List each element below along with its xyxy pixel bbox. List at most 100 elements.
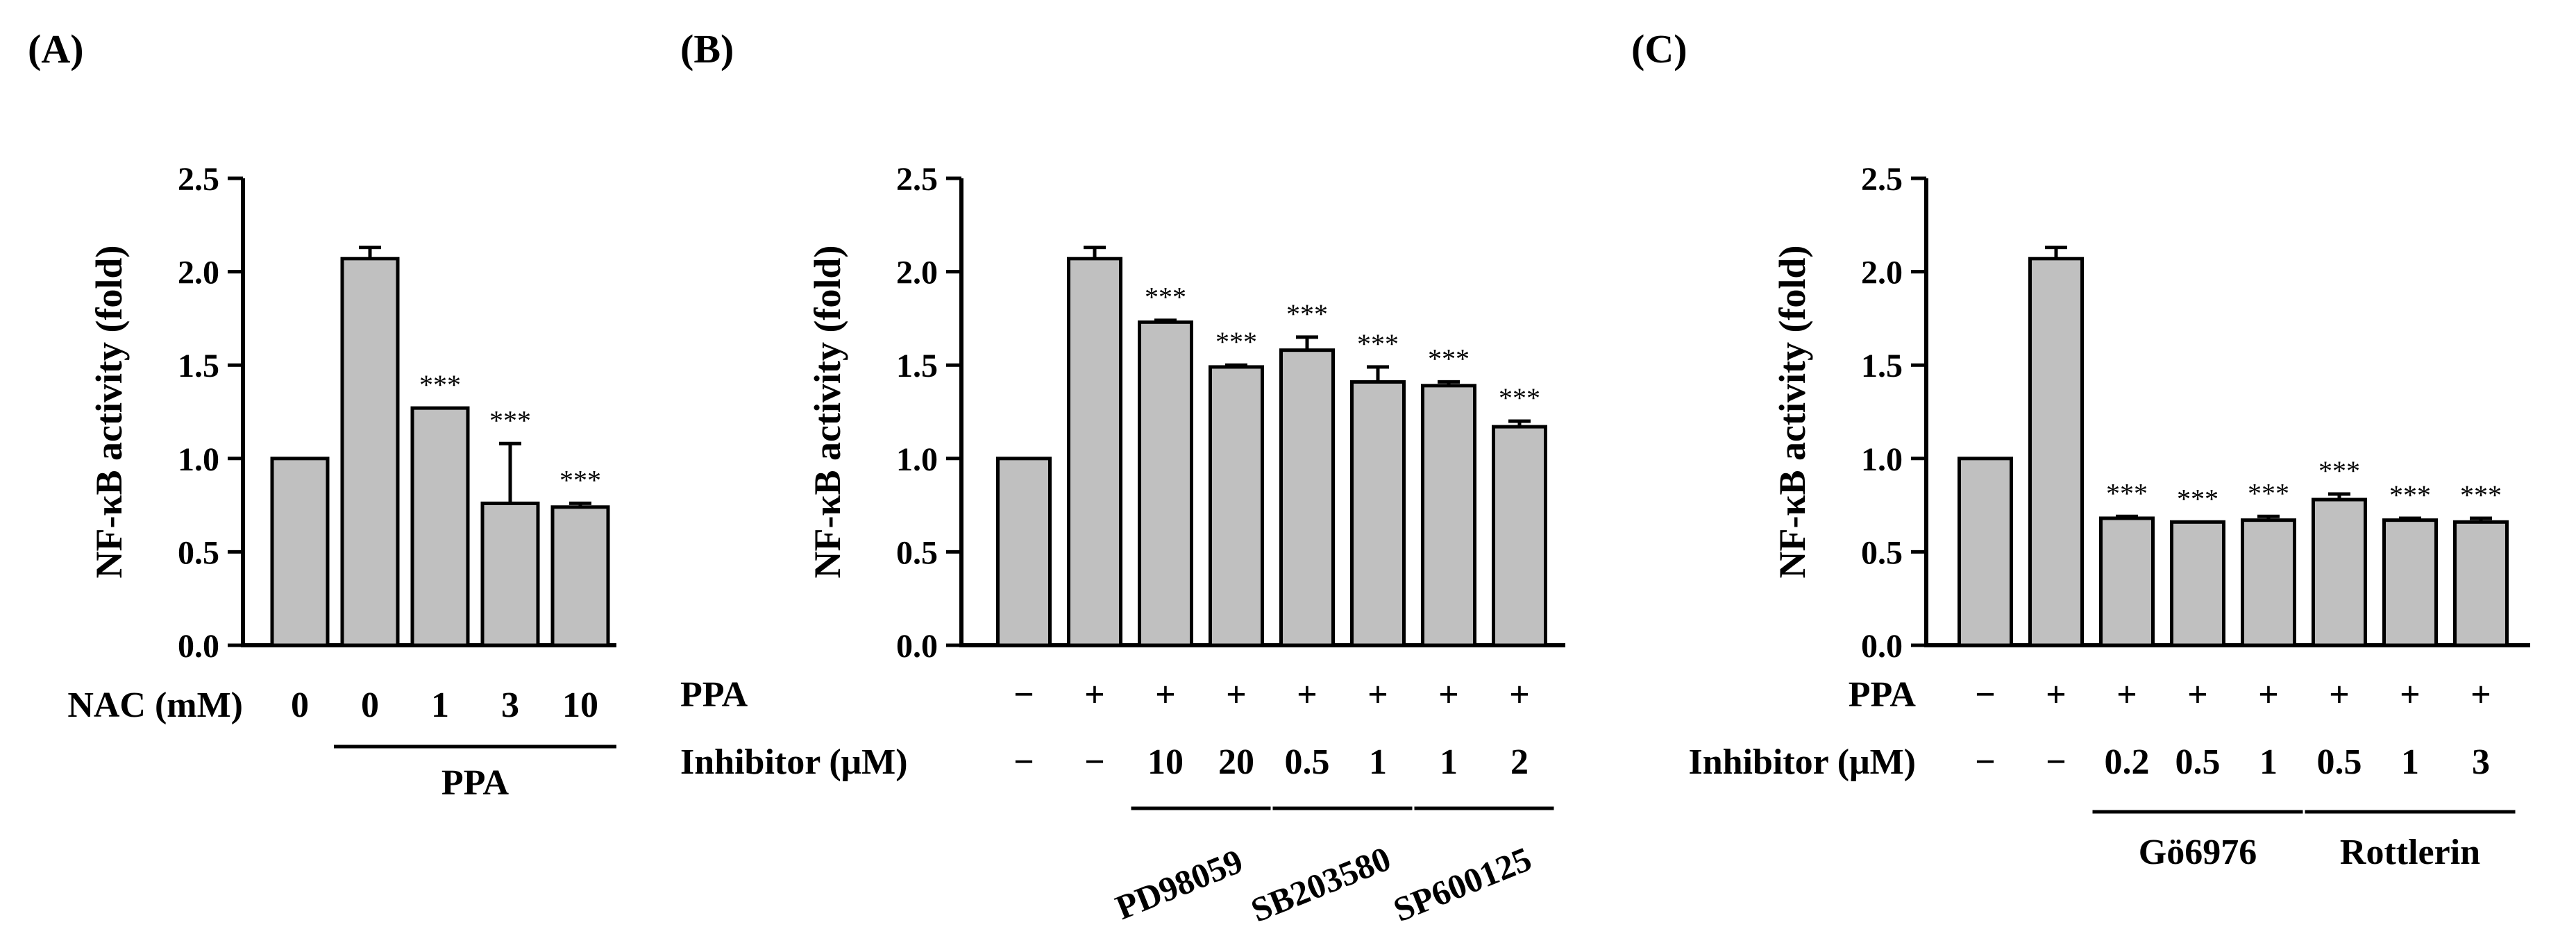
y-tick-label: 2.5 bbox=[896, 161, 938, 198]
panel-a: (A) 0.0 0.5 1.0 1.5 2.0 2.5 NF-κB activity (fol… bbox=[28, 26, 616, 803]
row-value: + bbox=[2258, 675, 2279, 715]
row-label: PPA bbox=[1849, 675, 1917, 715]
bar bbox=[480, 501, 540, 647]
panel-c: (C) 0.0 0.5 1.0 1.5 2.0 2.5 NF-κB activity (fol… bbox=[1631, 26, 2530, 872]
row-value: − bbox=[1013, 675, 1034, 715]
bar bbox=[1279, 348, 1335, 647]
row-value: + bbox=[1226, 675, 1247, 715]
row-value: − bbox=[1084, 742, 1105, 782]
bar bbox=[996, 457, 1052, 647]
bar bbox=[1138, 320, 1193, 647]
row-value: 1 bbox=[2259, 742, 2278, 782]
row-value: 0.5 bbox=[2317, 742, 2362, 782]
y-tick-label: 1.0 bbox=[178, 441, 219, 478]
bar bbox=[340, 257, 400, 647]
row-value: − bbox=[1975, 742, 1996, 782]
row-value: 1 bbox=[1369, 742, 1387, 782]
panel-label: (C) bbox=[1631, 26, 1687, 71]
y-tick-label: 2.0 bbox=[1861, 255, 1903, 291]
bar bbox=[2241, 518, 2296, 647]
bar bbox=[1350, 380, 1406, 647]
row-value: 3 bbox=[501, 686, 519, 725]
y-axis-title: NF-κB activity (fold) bbox=[1771, 246, 1813, 579]
significance-mark: *** bbox=[2106, 477, 2148, 509]
group-label: PPA bbox=[441, 763, 510, 803]
significance-mark: *** bbox=[1499, 382, 1540, 414]
group-label: SB203580 bbox=[1245, 839, 1396, 930]
row-value: + bbox=[1509, 675, 1530, 715]
bar bbox=[550, 505, 610, 647]
y-tick-label: 1.0 bbox=[896, 441, 938, 478]
group-label: Gö6976 bbox=[2139, 833, 2257, 872]
bar bbox=[2028, 257, 2084, 647]
row-value: + bbox=[1084, 675, 1105, 715]
significance-mark: *** bbox=[2460, 479, 2502, 511]
significance-mark: *** bbox=[1357, 328, 1399, 359]
y-tick-label: 2.0 bbox=[896, 255, 938, 291]
y-tick-label: 0.0 bbox=[178, 628, 219, 665]
y-axis-title: NF-κB activity (fold) bbox=[807, 246, 848, 579]
bar bbox=[2312, 497, 2367, 647]
bar bbox=[2453, 520, 2509, 647]
bar bbox=[2099, 516, 2155, 647]
row-value: + bbox=[2470, 675, 2491, 715]
bar bbox=[1958, 457, 2013, 647]
significance-mark: *** bbox=[2318, 455, 2360, 486]
y-tick-label: 2.5 bbox=[1861, 161, 1903, 198]
row-value: + bbox=[1297, 675, 1318, 715]
y-tick-label: 1.5 bbox=[1861, 348, 1903, 384]
row-value: − bbox=[1975, 675, 1996, 715]
y-tick-label: 1.5 bbox=[178, 348, 219, 384]
row-value: 2 bbox=[1510, 742, 1529, 782]
row-value: 0 bbox=[291, 686, 309, 725]
row-value: + bbox=[2329, 675, 2350, 715]
row-value: 1 bbox=[1440, 742, 1458, 782]
significance-mark: *** bbox=[2248, 477, 2289, 509]
group-label: PD98059 bbox=[1110, 841, 1248, 927]
y-tick-label: 0.0 bbox=[896, 628, 938, 665]
y-tick-label: 1.5 bbox=[896, 348, 938, 384]
bar bbox=[1067, 257, 1122, 647]
row-value: + bbox=[1155, 675, 1176, 715]
y-axis-title: NF-κB activity (fold) bbox=[88, 246, 130, 579]
row-value: 0.2 bbox=[2105, 742, 2150, 782]
significance-mark: *** bbox=[2389, 479, 2431, 511]
panel-label: (B) bbox=[680, 26, 734, 71]
y-tick-label: 0.5 bbox=[1861, 534, 1903, 571]
y-tick-label: 2.5 bbox=[178, 161, 219, 198]
row-value: 1 bbox=[2401, 742, 2419, 782]
row-value: 3 bbox=[2472, 742, 2490, 782]
significance-mark: *** bbox=[1145, 282, 1186, 313]
row-label: NAC (mM) bbox=[67, 686, 243, 725]
significance-mark: *** bbox=[489, 405, 531, 436]
panel-label: (A) bbox=[28, 26, 84, 71]
row-label: Inhibitor (μM) bbox=[1688, 742, 1916, 782]
bar bbox=[270, 457, 330, 647]
row-value: 0 bbox=[361, 686, 379, 725]
bar bbox=[2170, 520, 2225, 647]
y-tick-label: 1.0 bbox=[1861, 441, 1903, 478]
row-value: 20 bbox=[1218, 742, 1254, 782]
row-value: 1 bbox=[431, 686, 449, 725]
row-value: 0.5 bbox=[2175, 742, 2221, 782]
significance-mark: *** bbox=[1428, 343, 1470, 374]
row-value: 10 bbox=[562, 686, 598, 725]
group-label: SP600125 bbox=[1388, 839, 1537, 929]
row-label: Inhibitor (μM) bbox=[680, 742, 908, 782]
row-value: − bbox=[2046, 742, 2066, 782]
y-tick-label: 2.0 bbox=[178, 255, 219, 291]
row-value: + bbox=[2187, 675, 2208, 715]
significance-mark: *** bbox=[559, 464, 601, 495]
y-tick-label: 0.5 bbox=[896, 534, 938, 571]
panel-b: (B) 0.0 0.5 1.0 1.5 2.0 2.5 NF-κB activity (fol… bbox=[680, 26, 1565, 930]
y-tick-label: 0.5 bbox=[178, 534, 219, 571]
significance-mark: *** bbox=[1286, 298, 1328, 330]
row-value: 0.5 bbox=[1285, 742, 1330, 782]
row-value: 10 bbox=[1147, 742, 1184, 782]
y-tick-label: 0.0 bbox=[1861, 628, 1903, 665]
bar bbox=[410, 406, 470, 647]
significance-mark: *** bbox=[419, 369, 461, 400]
bar bbox=[1492, 425, 1547, 647]
group-label: Rottlerin bbox=[2340, 833, 2480, 872]
